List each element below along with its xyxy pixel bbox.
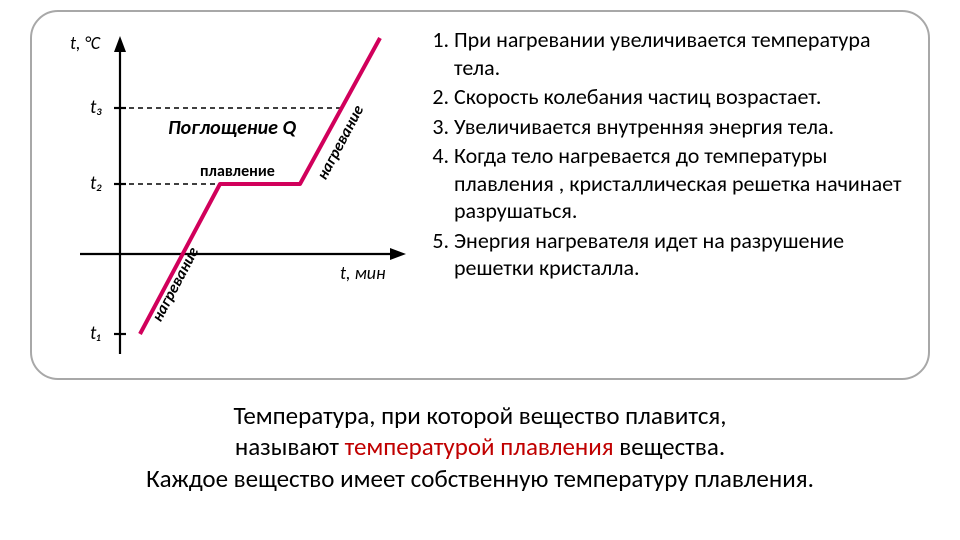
tick-label-t3: t₃ (90, 96, 103, 119)
y-axis-label: t, °C (70, 32, 100, 54)
x-axis-arrowhead (390, 248, 406, 260)
def-line1: Температура, при которой вещество плавит… (0, 400, 960, 431)
list-item: Увеличивается внутренняя энергия тела. (454, 113, 910, 141)
def-line2: называют температурой плавления вещества… (0, 431, 960, 462)
tick-label-t2: t₂ (90, 172, 103, 195)
def-line2-prefix: называют (235, 431, 345, 462)
framed-panel: t, °C t, мин t₁ t₂ t₃ Поглощение Q плавл… (30, 10, 930, 380)
list-item: При нагревании увеличивается температура… (454, 26, 910, 81)
x-axis-label: t, мин (340, 262, 386, 284)
def-line3: Каждое вещество имеет собственную темпер… (0, 463, 960, 494)
heating-melting-chart: t, °C t, мин t₁ t₂ t₃ Поглощение Q плавл… (50, 24, 420, 364)
list-item: Энергия нагревателя идет на разрушение р… (454, 227, 910, 282)
explanation-list: При нагревании увеличивается температура… (420, 24, 910, 366)
tick-label-t1: t₁ (90, 322, 101, 345)
list-item: Скорость колебания частиц возрастает. (454, 83, 910, 111)
segment-label-melting: плавление (200, 162, 275, 181)
def-line2-suffix: вещества. (614, 431, 726, 462)
list-item: Когда тело нагревается до температуры пл… (454, 142, 910, 225)
def-line2-highlight: температурой плавления (345, 431, 614, 462)
definition-text: Температура, при которой вещество плавит… (0, 400, 960, 494)
numbered-list: При нагревании увеличивается температура… (428, 26, 910, 282)
chart-title-absorption: Поглощение Q (168, 116, 296, 140)
chart-svg (50, 24, 420, 364)
y-axis-arrowhead (114, 36, 126, 52)
